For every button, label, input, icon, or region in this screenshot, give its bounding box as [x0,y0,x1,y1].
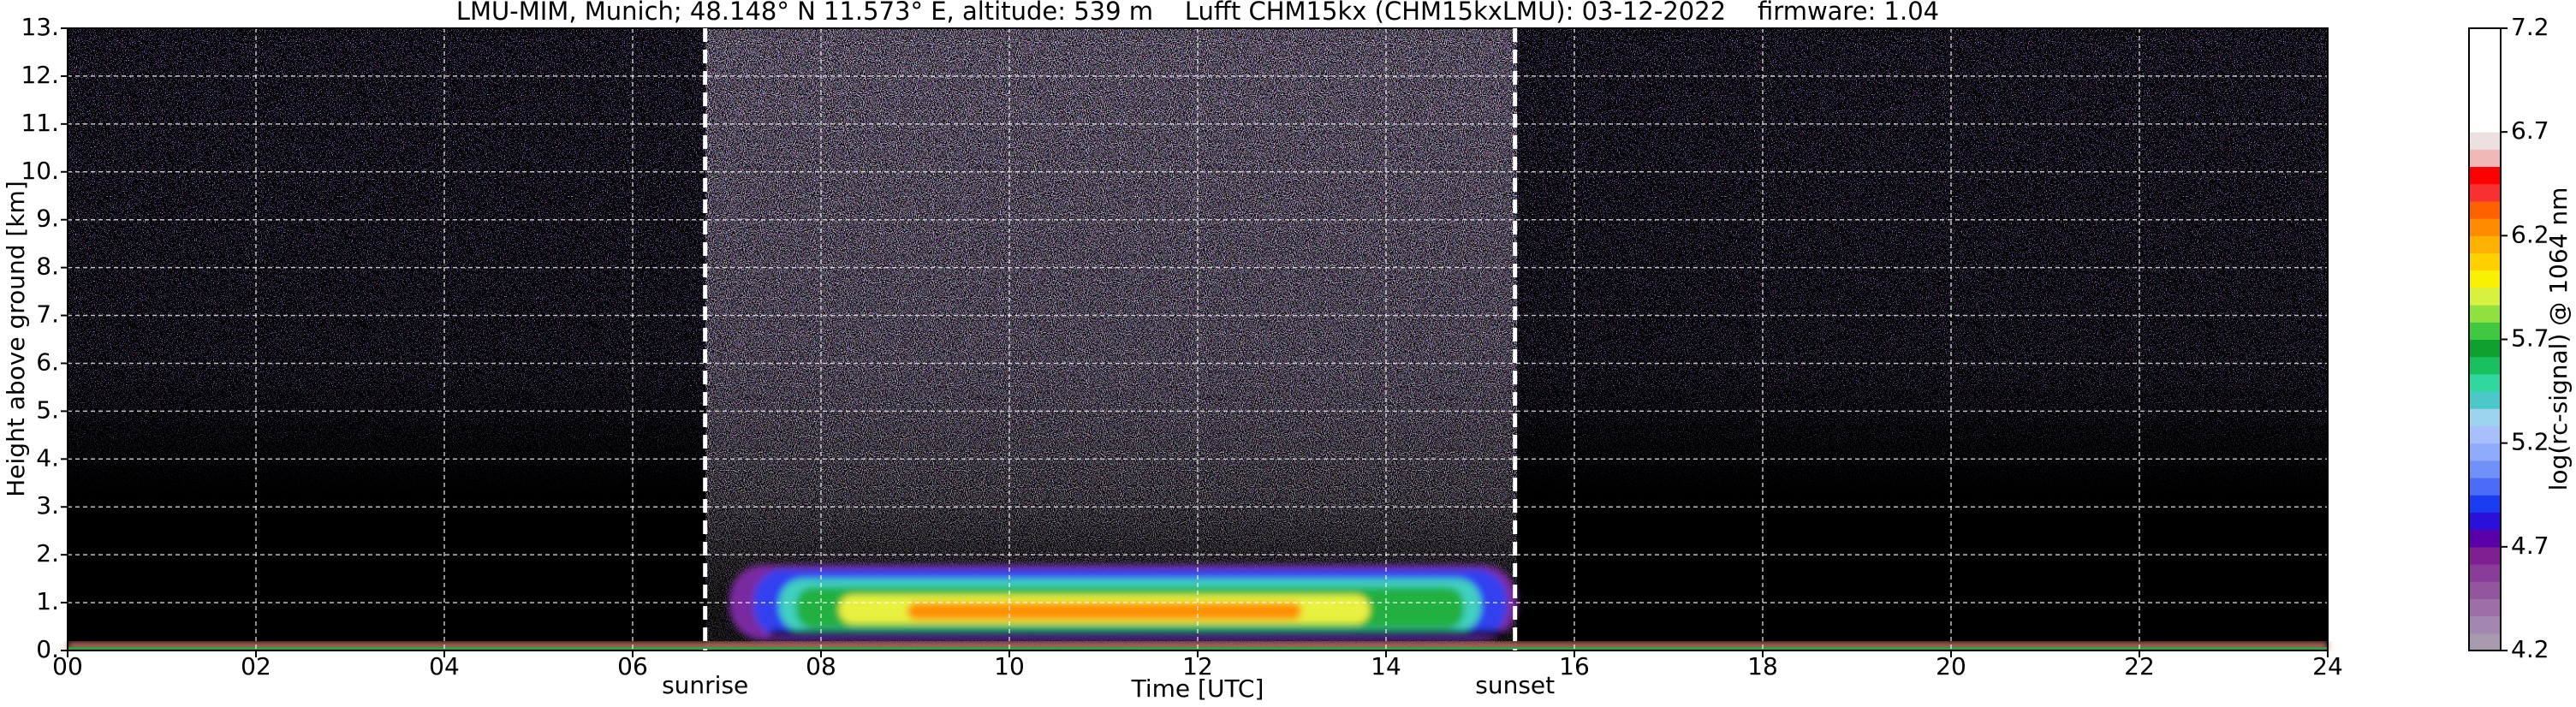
colorbar-segment [2469,356,2501,375]
colorbar-tick-label: 4.7 [2511,532,2549,560]
y-tick-label: 1. [36,587,59,615]
colorbar-label: log(rc-signal) @ 1064 nm [2544,187,2573,491]
x-tick-label: 22 [2124,652,2155,680]
colorbar-segment [2469,132,2501,150]
y-tick-label: 7. [36,300,59,329]
y-axis-label: Height above ground [km] [2,181,30,497]
y-tick-label: 12. [21,61,59,89]
colorbar-tick-label: 5.2 [2511,428,2549,456]
colorbar-segment [2469,633,2501,651]
y-tick-label: 0. [36,635,59,663]
colorbar-segment [2469,149,2501,168]
colorbar-segment [2469,443,2501,461]
colorbar-segment [2469,564,2501,582]
x-tick-label: 20 [1936,652,1966,680]
x-tick-label: 00 [52,652,83,680]
colorbar-segment [2469,114,2501,133]
colorbar-segment [2469,322,2501,340]
day-noise [705,28,1517,651]
y-tick-label: 8. [36,253,59,281]
colorbar-tick-label: 4.2 [2511,635,2549,663]
y-tick-label: 9. [36,205,59,233]
colorbar-tick-label: 5.7 [2511,324,2549,353]
x-tick-label: 08 [806,652,836,680]
y-tick-label: 4. [36,443,59,472]
colorbar-segment [2469,28,2501,46]
x-axis-label: Time [UTC] [1131,674,1264,703]
x-tick-label: 10 [994,652,1025,680]
aerosol-layer [729,565,1517,640]
x-tick-label: 18 [1747,652,1778,680]
colorbar-segment [2469,478,2501,496]
colorbar: 4.2 4.7 5.2 5.7 6.2 6.7 7.2 [2468,13,2549,663]
colorbar-segment [2469,62,2501,81]
y-tick-label: 11. [21,109,59,137]
colorbar-segment [2469,166,2501,185]
y-tick-label: 10. [21,157,59,185]
y-tick-label: 13. [21,13,59,41]
colorbar-segment [2469,183,2501,202]
colorbar-segment [2469,45,2501,63]
colorbar-segment [2469,425,2501,444]
x-tick-label: 04 [429,652,460,680]
colorbar-tick-label: 7.2 [2511,13,2549,41]
chart-title: LMU-MIM, Munich; 48.148° N 11.573° E, al… [456,0,1939,26]
colorbar-segment [2469,581,2501,599]
x-tick-label: 14 [1371,652,1401,680]
colorbar-segment [2469,287,2501,306]
colorbar-segment [2469,460,2501,478]
colorbar-segment [2469,339,2501,358]
colorbar-segment [2469,391,2501,409]
colorbar-segment [2469,512,2501,531]
colorbar-segment [2469,218,2501,236]
x-tick-label: 02 [241,652,271,680]
colorbar-tick-label: 6.7 [2511,116,2549,145]
colorbar-segment [2469,373,2501,392]
y-tick-label: 6. [36,348,59,376]
annotation-label: sunset [1475,671,1555,699]
colorbar-segment [2469,235,2501,254]
colorbar-segment [2469,305,2501,323]
x-tick-label: 06 [617,652,648,680]
x-tick-label: 24 [2312,652,2343,680]
colorbar-segment [2469,598,2501,617]
colorbar-segment [2469,615,2501,634]
colorbar-segment [2469,270,2501,288]
annotation-label: sunrise [662,671,748,699]
colorbar-segment [2469,529,2501,548]
colorbar-segment [2469,495,2501,513]
x-tick-label: 12 [1182,652,1213,680]
colorbar-segment [2469,80,2501,98]
layer-gap [770,630,1507,637]
colorbar-segment [2469,97,2501,116]
colorbar-tick-label: 6.2 [2511,220,2549,248]
x-tick-label: 16 [1559,652,1590,680]
colorbar-segment [2469,546,2501,565]
colorbar-segment [2469,253,2501,271]
layer-orange [907,603,1301,620]
colorbar-segment [2469,200,2501,219]
y-tick-label: 3. [36,491,59,520]
colorbar-segment [2469,408,2501,426]
y-tick-label: 2. [36,539,59,567]
y-tick-label: 5. [36,395,59,424]
